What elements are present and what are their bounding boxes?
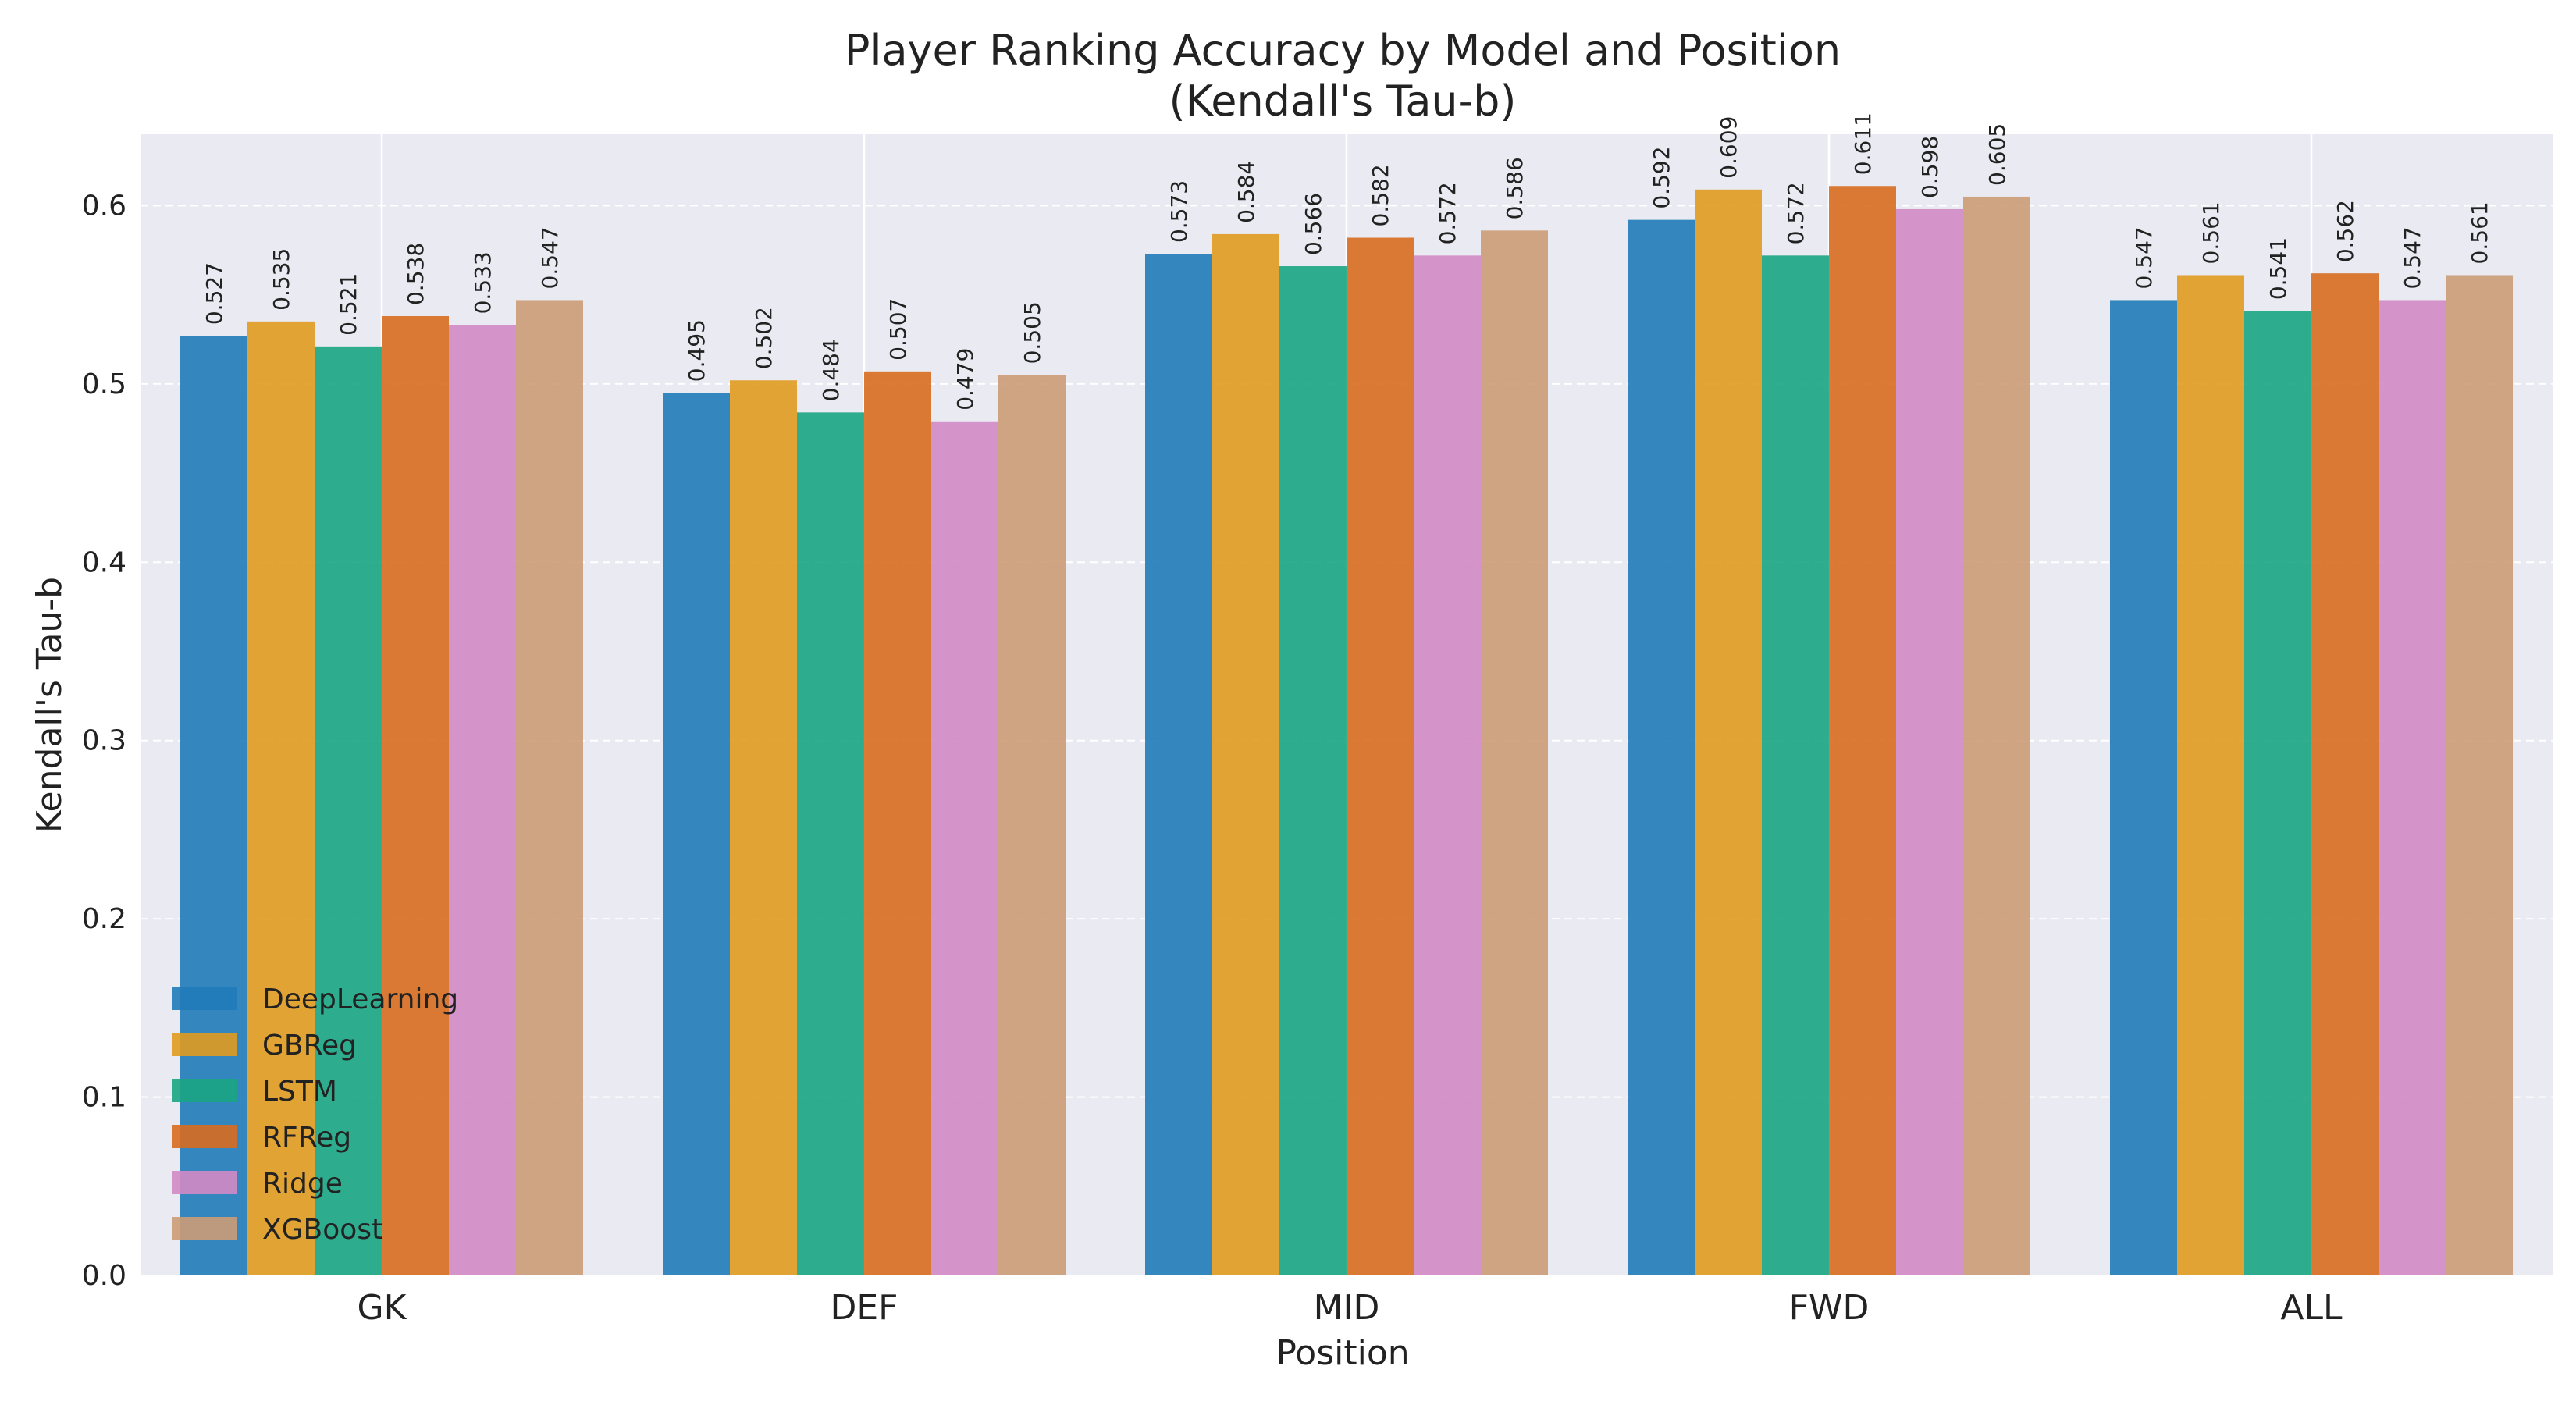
- bar: [1414, 255, 1481, 1275]
- bar-value-label: 0.538: [403, 243, 429, 305]
- legend-swatch: [172, 1125, 237, 1148]
- bar: [2379, 300, 2446, 1275]
- bar: [1695, 189, 1762, 1275]
- bar-value-label: 0.586: [1502, 157, 1528, 219]
- bar-value-label: 0.527: [201, 262, 227, 325]
- x-tick-label: ALL: [2280, 1288, 2343, 1328]
- bar-value-label: 0.484: [818, 339, 844, 401]
- bar: [730, 380, 797, 1275]
- bar-value-label: 0.547: [537, 226, 563, 289]
- bar-value-label: 0.605: [1984, 123, 2010, 186]
- bar-value-label: 0.572: [1435, 182, 1461, 244]
- bar: [663, 393, 730, 1275]
- bar-value-label: 0.562: [2332, 200, 2358, 262]
- legend-swatch: [172, 987, 237, 1010]
- bar: [2446, 275, 2513, 1276]
- bar: [449, 325, 516, 1276]
- bar: [797, 412, 864, 1275]
- legend-label: RFReg: [262, 1122, 351, 1154]
- bar-value-label: 0.541: [2265, 237, 2291, 300]
- legend-swatch: [172, 1033, 237, 1056]
- y-tick-label: 0.5: [82, 368, 126, 400]
- bar-value-label: 0.592: [1649, 146, 1674, 208]
- bar: [2311, 273, 2379, 1275]
- x-tick-label: DEF: [831, 1288, 898, 1328]
- bar-value-label: 0.584: [1233, 161, 1259, 223]
- bar-value-label: 0.533: [470, 251, 496, 314]
- bar-value-label: 0.521: [336, 273, 361, 336]
- bar-value-label: 0.547: [2131, 226, 2157, 289]
- bar: [180, 336, 247, 1275]
- y-tick-label: 0.1: [82, 1082, 126, 1114]
- bar: [2110, 300, 2177, 1275]
- legend-label: GBReg: [262, 1030, 357, 1062]
- bar: [1279, 266, 1347, 1276]
- bar: [1896, 208, 1963, 1276]
- bar: [1829, 186, 1896, 1276]
- bar: [864, 371, 931, 1275]
- chart-subtitle: (Kendall's Tau-b): [1169, 76, 1517, 126]
- x-axis-ticks: GK DEF MID FWD ALL: [358, 1288, 2343, 1328]
- bar-value-label: 0.572: [1783, 182, 1809, 244]
- bar: [1145, 254, 1212, 1276]
- y-tick-label: 0.0: [82, 1260, 126, 1292]
- bar: [998, 375, 1066, 1275]
- y-tick-label: 0.3: [82, 725, 126, 757]
- legend-label: LSTM: [262, 1076, 337, 1108]
- bar-value-label: 0.535: [269, 248, 294, 311]
- bar-value-label: 0.561: [2467, 201, 2492, 264]
- legend-label: DeepLearning: [262, 984, 458, 1016]
- bar: [247, 321, 315, 1275]
- bar: [1347, 237, 1414, 1275]
- y-tick-label: 0.4: [82, 546, 126, 578]
- bar-value-label: 0.502: [751, 307, 777, 369]
- bar-value-label: 0.598: [1917, 136, 1943, 198]
- bar-value-label: 0.611: [1850, 112, 1876, 175]
- legend-swatch: [172, 1171, 237, 1194]
- bar-value-label: 0.561: [2198, 201, 2224, 264]
- x-axis-label: Position: [1276, 1333, 1409, 1373]
- legend-label: Ridge: [262, 1168, 343, 1200]
- bar-value-label: 0.507: [885, 298, 911, 361]
- bar: [2177, 275, 2244, 1276]
- legend-swatch: [172, 1079, 237, 1102]
- y-axis-ticks: 0.0 0.1 0.2 0.3 0.4 0.5 0.6: [82, 190, 126, 1292]
- legend-label: XGBoost: [262, 1214, 382, 1246]
- bar-series: [180, 186, 2513, 1276]
- chart-title: Player Ranking Accuracy by Model and Pos…: [845, 26, 1841, 75]
- bar: [1963, 196, 2030, 1275]
- bar-value-label: 0.547: [2400, 226, 2425, 289]
- y-tick-label: 0.6: [82, 190, 126, 222]
- bar-value-label: 0.505: [1019, 301, 1045, 364]
- x-tick-label: GK: [358, 1288, 407, 1328]
- bar: [1481, 230, 1548, 1276]
- bar: [516, 300, 583, 1275]
- bar: [1762, 255, 1829, 1275]
- legend-swatch: [172, 1217, 237, 1240]
- bar-value-label: 0.573: [1166, 180, 1192, 243]
- bar-value-label: 0.582: [1368, 164, 1393, 226]
- bar-value-label: 0.479: [952, 348, 978, 411]
- bar-value-label: 0.566: [1300, 193, 1326, 255]
- bar: [315, 346, 382, 1276]
- bar: [1212, 233, 1279, 1275]
- x-tick-label: FWD: [1789, 1288, 1870, 1328]
- bar: [382, 316, 449, 1276]
- bar: [1628, 219, 1695, 1275]
- y-axis-label: Kendall's Tau-b: [30, 577, 69, 833]
- bar: [2244, 311, 2311, 1276]
- x-tick-label: MID: [1314, 1288, 1380, 1328]
- legend: DeepLearning GBReg LSTM RFReg Ridge XGBoost: [172, 984, 458, 1246]
- bar: [931, 421, 998, 1275]
- bar-value-label: 0.609: [1716, 116, 1742, 179]
- bar-value-label: 0.495: [684, 319, 710, 382]
- bar-value-labels: 0.527 0.495 0.573 0.592 0.547 0.535 0.502 0.584…: [201, 112, 2492, 411]
- y-tick-label: 0.2: [82, 903, 126, 935]
